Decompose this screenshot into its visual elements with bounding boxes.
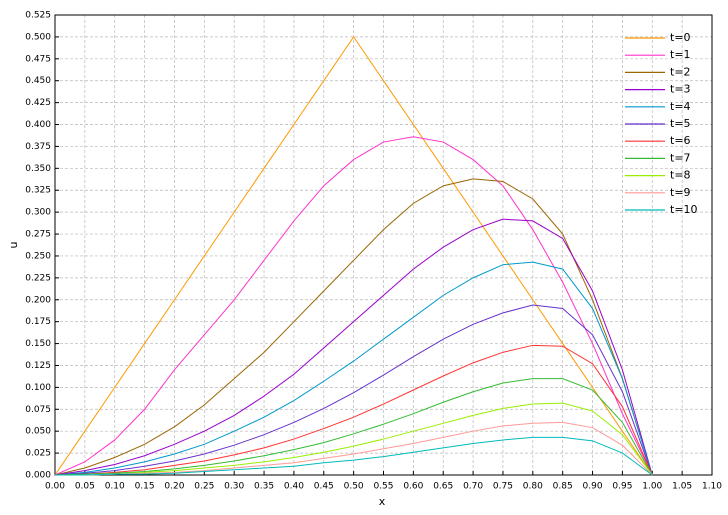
y-tick-label: 0.125 — [25, 361, 51, 371]
legend-label: t=6 — [670, 134, 691, 147]
y-tick-label: 0.300 — [25, 208, 51, 218]
x-tick-label: 0.20 — [164, 482, 184, 492]
x-tick-label: 0.80 — [523, 482, 543, 492]
x-tick-label: 0.65 — [433, 482, 453, 492]
legend-label: t=0 — [670, 31, 691, 44]
y-tick-label: 0.275 — [25, 230, 51, 240]
legend-label: t=7 — [670, 151, 691, 164]
series-line — [54, 136, 653, 476]
x-tick-label: 0.45 — [314, 482, 334, 492]
series-line — [54, 261, 653, 476]
x-tick-label: 0.00 — [45, 482, 65, 492]
x-tick-label: 1.10 — [702, 482, 722, 492]
y-tick-label: 0.475 — [25, 54, 51, 64]
x-tick-label: 0.60 — [403, 482, 423, 492]
y-tick-label: 0.225 — [25, 273, 51, 283]
y-tick-label: 0.100 — [25, 383, 51, 393]
series-line — [54, 218, 653, 476]
legend-label: t=8 — [670, 169, 691, 182]
legend-label: t=3 — [670, 83, 691, 96]
x-tick-label: 0.25 — [194, 482, 214, 492]
x-tick-label: 0.30 — [224, 482, 244, 492]
x-tick-label: 0.50 — [344, 482, 364, 492]
y-tick-label: 0.075 — [25, 405, 51, 415]
y-tick-label: 0.175 — [25, 317, 51, 327]
y-tick-label: 0.325 — [25, 186, 51, 196]
y-tick-label: 0.375 — [25, 142, 51, 152]
series-line — [54, 178, 653, 476]
legend-label: t=1 — [670, 48, 691, 61]
legend-label: t=4 — [670, 100, 691, 113]
legend-label: t=9 — [670, 186, 691, 199]
y-axis-label: u — [7, 242, 20, 249]
y-tick-label: 0.025 — [25, 449, 51, 459]
legend-label: t=2 — [670, 65, 691, 78]
x-tick-label: 1.05 — [672, 482, 692, 492]
series-line — [54, 304, 653, 476]
x-tick-label: 0.05 — [75, 482, 95, 492]
series-line — [54, 344, 653, 476]
x-tick-label: 0.95 — [612, 482, 632, 492]
y-tick-label: 0.500 — [25, 32, 51, 42]
x-tick-label: 0.35 — [254, 482, 274, 492]
series-line — [55, 402, 653, 476]
x-tick-label: 0.70 — [463, 482, 483, 492]
y-tick-label: 0.450 — [25, 76, 51, 86]
series-line — [55, 421, 653, 476]
series-line — [54, 36, 653, 476]
y-tick-label: 0.000 — [25, 471, 51, 481]
legend-label: t=10 — [670, 203, 698, 216]
y-tick-label: 0.200 — [25, 295, 51, 305]
y-tick-label: 0.525 — [25, 11, 51, 21]
plot-frame — [54, 14, 713, 476]
y-tick-label: 0.400 — [25, 120, 51, 130]
x-tick-label: 1.00 — [642, 482, 662, 492]
y-tick-label: 0.425 — [25, 98, 51, 108]
y-tick-label: 0.350 — [25, 164, 51, 174]
x-tick-label: 0.85 — [553, 482, 573, 492]
series-line — [54, 378, 653, 476]
x-tick-label: 0.15 — [135, 482, 155, 492]
legend-label: t=5 — [670, 117, 691, 130]
y-tick-label: 0.250 — [25, 251, 51, 261]
x-tick-label: 0.75 — [493, 482, 513, 492]
y-tick-label: 0.050 — [25, 427, 51, 437]
y-tick-label: 0.150 — [25, 339, 51, 349]
x-axis-label: x — [379, 495, 386, 508]
x-tick-label: 0.90 — [583, 482, 603, 492]
series-line — [55, 436, 653, 476]
x-tick-label: 0.10 — [105, 482, 125, 492]
x-tick-label: 0.40 — [284, 482, 304, 492]
x-tick-label: 0.55 — [373, 482, 393, 492]
